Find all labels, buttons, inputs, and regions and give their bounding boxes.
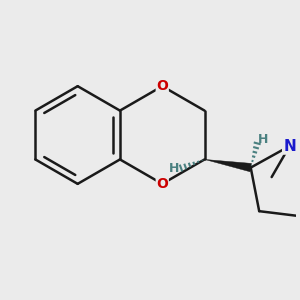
Text: H: H — [258, 134, 268, 146]
Text: N: N — [283, 139, 296, 154]
Text: O: O — [156, 177, 168, 191]
Polygon shape — [205, 159, 251, 172]
Text: O: O — [156, 79, 168, 93]
Text: H: H — [169, 162, 179, 175]
